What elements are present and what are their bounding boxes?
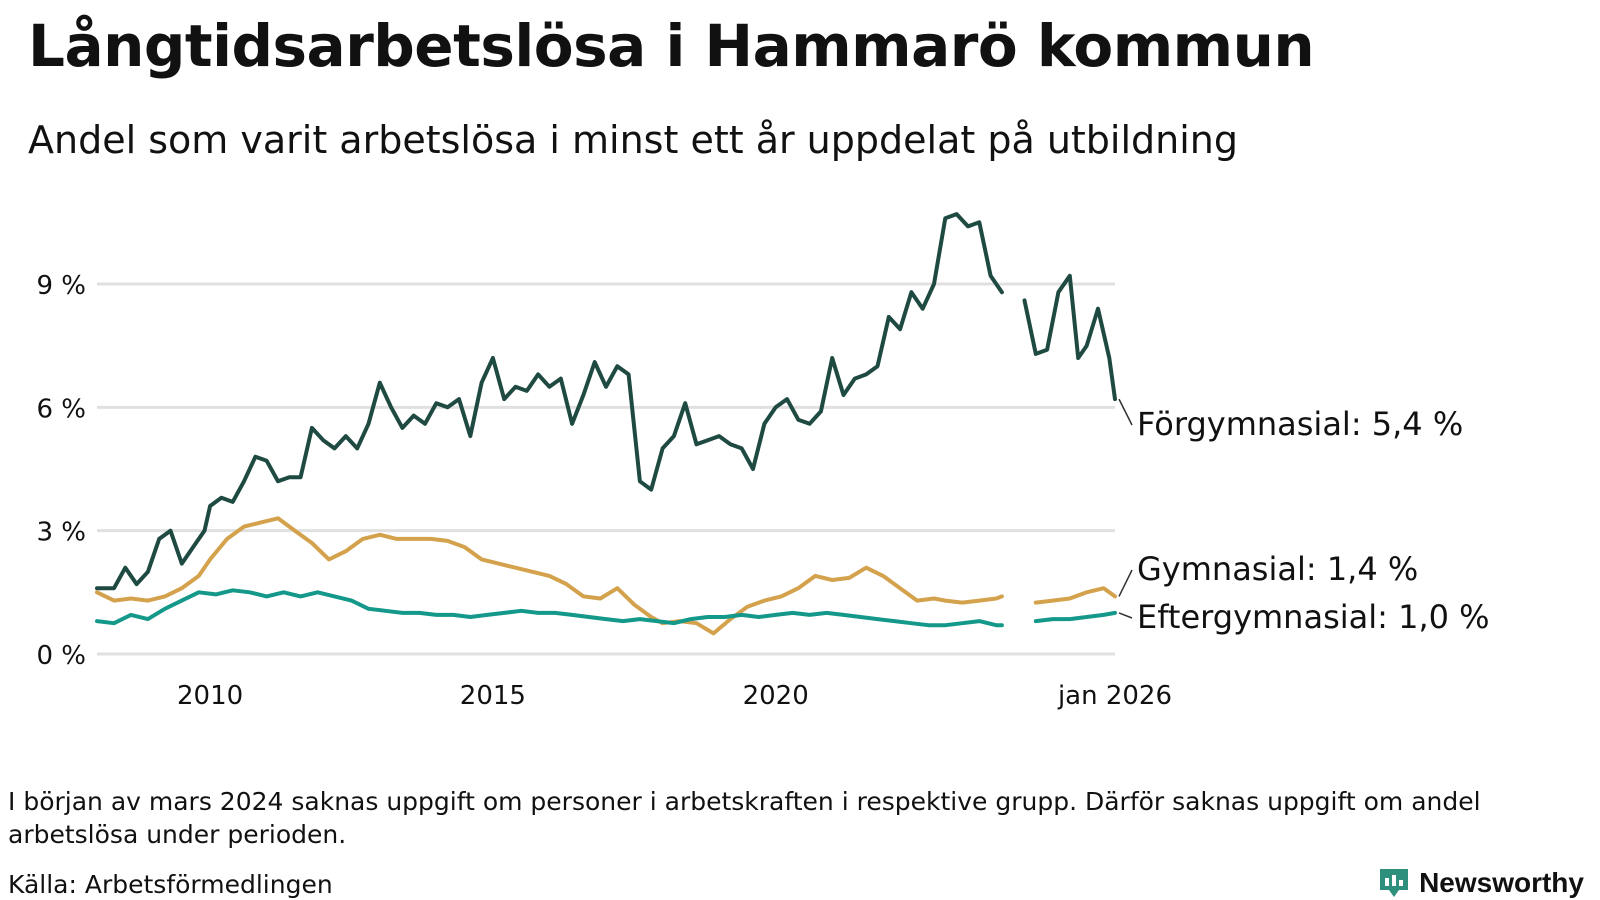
series-end-label: Eftergymnasial: 1,0 % <box>1137 598 1490 636</box>
series-end-label: Förgymnasial: 5,4 % <box>1137 405 1463 443</box>
source-text: Källa: Arbetsförmedlingen <box>8 870 333 899</box>
x-axis-ticks: 2010 2015 2020 jan 2026 <box>177 681 1172 711</box>
newsworthy-icon <box>1380 869 1409 897</box>
series-line-gymnasial-before-gap <box>95 516 1004 636</box>
series-line-gymnasial-after-gap <box>1033 586 1117 605</box>
footnote: I början av mars 2024 saknas uppgift om … <box>8 787 1481 849</box>
series-line-eftergymnasial-after-gap <box>1033 610 1117 624</box>
series-line-förgymnasial-before-gap <box>95 212 1004 591</box>
line-chart: 0 % 3 % 6 % 9 % 2010 2015 2020 jan 2026 Förgym… <box>36 212 1490 711</box>
brand-name: Newsworthy <box>1419 867 1584 898</box>
leader-line <box>1118 398 1133 426</box>
y-tick-label: 6 % <box>36 394 86 424</box>
y-tick-label: 3 % <box>36 518 86 548</box>
y-tick-label: 0 % <box>36 641 86 671</box>
grid-lines <box>97 282 1115 656</box>
x-tick-label: 2015 <box>460 681 526 711</box>
y-axis-ticks: 0 % 3 % 6 % 9 % <box>36 271 86 671</box>
leader-line <box>1118 569 1133 597</box>
end-labels: Förgymnasial: 5,4 % Gymnasial: 1,4 % Efter… <box>1118 398 1490 636</box>
chart-subtitle: Andel som varit arbetslösa i minst ett å… <box>28 118 1239 162</box>
x-tick-label: 2020 <box>743 681 809 711</box>
x-tick-label: 2010 <box>177 681 243 711</box>
series-line-förgymnasial-after-gap <box>1022 273 1117 402</box>
x-tick-label: jan 2026 <box>1057 681 1172 711</box>
series-end-label: Gymnasial: 1,4 % <box>1137 550 1418 588</box>
series-lines <box>95 212 1117 636</box>
y-tick-label: 9 % <box>36 271 86 301</box>
newsworthy-logo[interactable]: Newsworthy <box>1377 866 1584 900</box>
series-line-eftergymnasial-before-gap <box>95 588 1004 628</box>
chart-title: Långtidsarbetslösa i Hammarö kommun <box>28 12 1315 80</box>
leader-line <box>1118 612 1133 619</box>
